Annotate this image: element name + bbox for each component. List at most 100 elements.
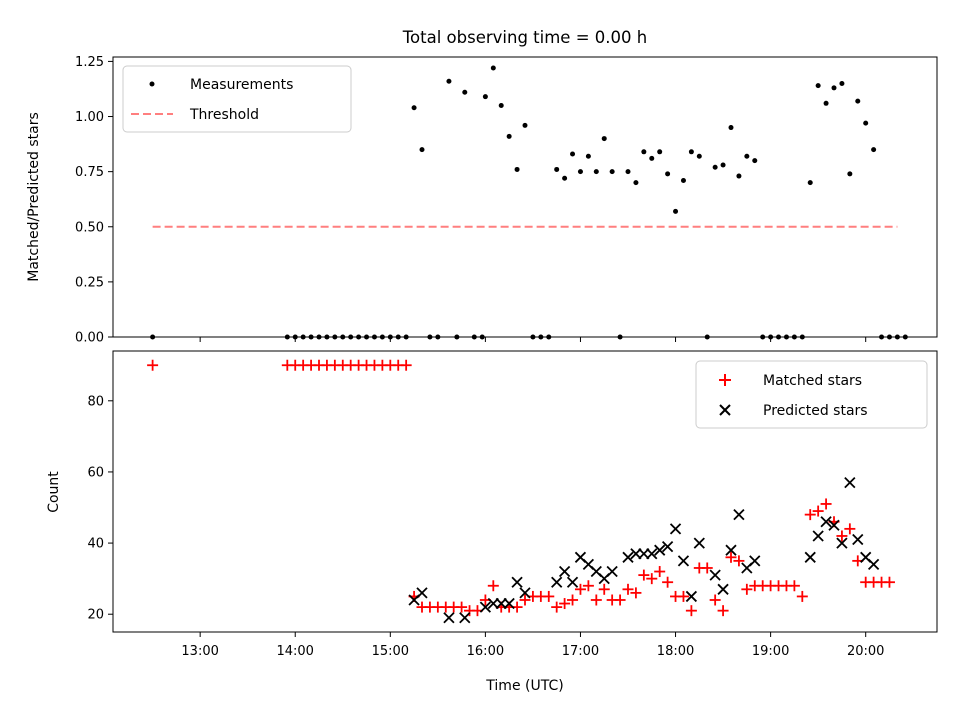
matched-point <box>646 573 658 585</box>
ratio-plot-area <box>150 65 908 340</box>
figure-title: Total observing time = 0.00 h <box>402 28 647 47</box>
predicted-point <box>416 587 428 599</box>
measurement-point <box>506 133 512 139</box>
count-ticks: 20 40 60 80 13:00 14:00 15:00 16:00 17:00 18:00 19… <box>87 394 884 659</box>
predicted-point <box>443 612 455 624</box>
measurement-point <box>633 180 639 186</box>
predicted-point <box>685 590 698 603</box>
x-tick-label: 18:00 <box>657 644 694 659</box>
count-ylabel: Count <box>46 471 62 513</box>
y-tick-label: 1.25 <box>75 55 104 70</box>
predicted-point <box>749 555 761 567</box>
measurement-point <box>593 169 599 175</box>
matched-point <box>614 594 626 606</box>
measurement-point <box>411 105 417 111</box>
measurement-point <box>673 208 679 214</box>
count-axes: 20 40 60 80 13:00 14:00 15:00 16:00 17:00 18:00 19… <box>46 350 938 694</box>
y-tick-label: 0.00 <box>75 331 104 346</box>
matched-point <box>654 566 666 578</box>
x-tick-label: 20:00 <box>847 644 884 659</box>
predicted-point <box>459 612 471 624</box>
measurement-point <box>482 94 488 100</box>
ratio-ylabel: Matched/Predicted stars <box>26 112 42 282</box>
measurement-point <box>625 169 631 175</box>
matched-point <box>685 605 697 617</box>
predicted-point <box>646 548 658 560</box>
matched-point <box>582 580 594 592</box>
matched-point <box>400 359 412 371</box>
measurement-point <box>585 153 591 159</box>
count-legend-box <box>695 360 928 429</box>
predicted-point <box>717 583 729 595</box>
measurement-point <box>855 98 861 104</box>
count-plot-area <box>147 359 895 624</box>
matched-point <box>741 583 753 595</box>
measurement-point <box>554 166 560 172</box>
matched-point <box>590 594 602 606</box>
predicted-point <box>503 597 515 610</box>
count-axes-frame <box>112 350 938 633</box>
measurement-point <box>657 149 663 155</box>
matched-point <box>677 590 689 602</box>
measurement-point <box>688 149 694 155</box>
measurement-point <box>577 169 583 175</box>
measurement-point <box>514 166 520 172</box>
matched-point <box>638 569 650 581</box>
ratio-legend: Measurements Threshold <box>122 65 352 133</box>
predicted-point <box>867 558 880 571</box>
matched-point <box>733 555 745 567</box>
measurement-point <box>847 171 853 177</box>
measurement-point <box>462 89 468 95</box>
measurement-point <box>807 180 813 186</box>
predicted-point <box>725 544 737 556</box>
matched-point <box>598 583 610 595</box>
legend-measurements-label: Measurements <box>190 77 293 93</box>
matched-point <box>630 587 642 599</box>
measurement-point <box>522 122 528 128</box>
predicted-point <box>661 540 674 553</box>
matched-point <box>559 598 571 610</box>
measurement-point <box>665 171 671 177</box>
predicted-point <box>606 565 618 578</box>
matched-point <box>701 562 713 574</box>
y-tick-label: 0.75 <box>75 165 104 180</box>
measurement-point <box>823 100 829 106</box>
matched-point <box>487 580 499 592</box>
matched-point <box>709 594 721 606</box>
y-tick-label: 1.00 <box>75 110 104 125</box>
predicted-point <box>844 476 856 489</box>
y-tick-label: 20 <box>87 608 104 623</box>
x-tick-label: 14:00 <box>276 644 313 659</box>
measurement-point <box>680 177 686 183</box>
predicted-point <box>558 565 571 578</box>
legend-measurements-marker <box>149 81 155 87</box>
measurement-point <box>728 125 734 131</box>
predicted-point <box>479 601 492 613</box>
matched-point <box>796 590 808 602</box>
measurement-point <box>744 153 750 159</box>
matched-point <box>836 530 848 542</box>
x-tick-label: 15:00 <box>372 644 409 659</box>
measurement-point <box>871 147 877 153</box>
predicted-point <box>804 551 816 563</box>
predicted-point <box>622 551 634 563</box>
matched-point <box>574 583 586 595</box>
measurement-point <box>446 78 452 84</box>
measurement-point <box>609 169 615 175</box>
measurement-point <box>601 136 607 142</box>
predicted-point <box>519 587 531 599</box>
y-tick-label: 0.25 <box>75 275 104 290</box>
measurement-point <box>649 155 655 161</box>
y-tick-label: 80 <box>87 394 104 409</box>
matched-point <box>812 505 824 517</box>
measurement-point <box>736 173 742 179</box>
x-tick-label: 19:00 <box>752 644 789 659</box>
predicted-point <box>812 530 824 542</box>
predicted-point <box>566 576 579 588</box>
y-tick-label: 0.50 <box>75 220 104 235</box>
legend-predicted-marker <box>719 404 731 416</box>
predicted-point <box>511 576 523 588</box>
ratio-axes: 0.00 0.25 0.50 0.75 1.00 1.25 Matched/Predict… <box>26 55 938 346</box>
matched-point <box>883 576 895 588</box>
matched-point <box>725 551 737 563</box>
